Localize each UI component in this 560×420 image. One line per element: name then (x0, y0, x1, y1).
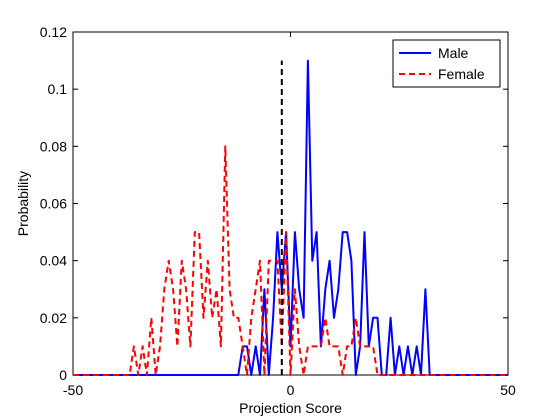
legend-box (392, 39, 501, 88)
y-axis-label: Probability (15, 171, 31, 236)
legend-label-female: Female (438, 66, 485, 82)
x-axis-label: Projection Score (239, 400, 342, 416)
plot-area (72, 31, 509, 376)
x-tick-label: 0 (287, 382, 295, 398)
y-tick-label: 0.02 (40, 310, 67, 326)
x-tick-label: -50 (63, 382, 83, 398)
y-tick-label: 0 (59, 367, 67, 383)
y-tick-label: 0.08 (40, 138, 67, 154)
series-line-male (73, 59, 508, 376)
y-tick-label: 0.04 (40, 253, 67, 269)
legend-label-male: Male (438, 45, 469, 61)
x-tick-label: 50 (500, 382, 516, 398)
y-tick-label: 0.12 (40, 24, 67, 40)
y-tick-label: 0.06 (40, 196, 67, 212)
series-line-female (73, 145, 508, 376)
y-tick-label: 0.1 (48, 81, 68, 97)
